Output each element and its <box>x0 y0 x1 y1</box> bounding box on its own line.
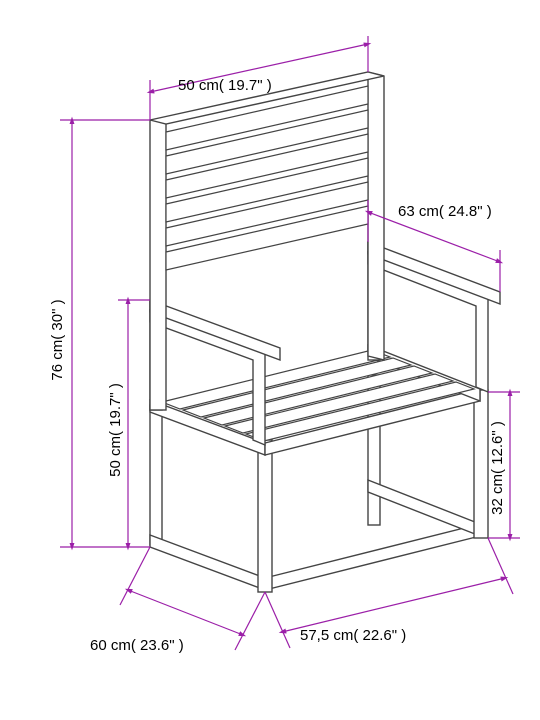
paren-open: ( <box>131 637 140 654</box>
paren-open: ( <box>489 465 506 474</box>
label-arm-height: 50 cm( 19.7" ) <box>107 383 124 477</box>
paren-close: ) <box>107 383 124 392</box>
label-arm-depth: 63 cm( 24.8" ) <box>398 203 492 220</box>
val-cm: 63 cm <box>398 203 439 220</box>
paren-open: ( <box>353 627 362 644</box>
label-front-width: 57,5 cm( 22.6" ) <box>300 627 406 644</box>
val-in: 22.6" <box>363 627 398 644</box>
label-total-height: 76 cm( 30" ) <box>49 299 66 380</box>
val-cm: 50 cm <box>178 77 219 94</box>
dimension-diagram: 50 cm( 19.7" ) 63 cm( 24.8" ) 76 cm( 30"… <box>0 0 540 720</box>
paren-close: ) <box>175 637 184 654</box>
paren-open: ( <box>219 77 228 94</box>
val-in: 12.6" <box>489 430 506 465</box>
val-in: 24.8" <box>448 203 483 220</box>
val-cm: 76 cm <box>49 340 66 381</box>
chair-drawing <box>150 72 500 592</box>
paren-close: ) <box>263 77 272 94</box>
paren-close: ) <box>49 299 66 308</box>
label-seat-height: 32 cm( 12.6" ) <box>489 421 506 515</box>
val-cm: 50 cm <box>107 436 124 477</box>
val-cm: 60 cm <box>90 637 131 654</box>
val-in: 23.6" <box>140 637 175 654</box>
label-backrest-width: 50 cm( 19.7" ) <box>178 77 272 94</box>
val-cm: 32 cm <box>489 474 506 515</box>
label-side-depth: 60 cm( 23.6" ) <box>90 637 184 654</box>
paren-open: ( <box>439 203 448 220</box>
val-in: 19.7" <box>228 77 263 94</box>
paren-close: ) <box>483 203 492 220</box>
paren-close: ) <box>397 627 406 644</box>
paren-close: ) <box>489 421 506 430</box>
val-cm: 57,5 cm <box>300 627 353 644</box>
paren-open: ( <box>49 331 66 340</box>
val-in: 19.7" <box>107 392 124 427</box>
val-in: 30" <box>49 309 66 331</box>
paren-open: ( <box>107 427 124 436</box>
